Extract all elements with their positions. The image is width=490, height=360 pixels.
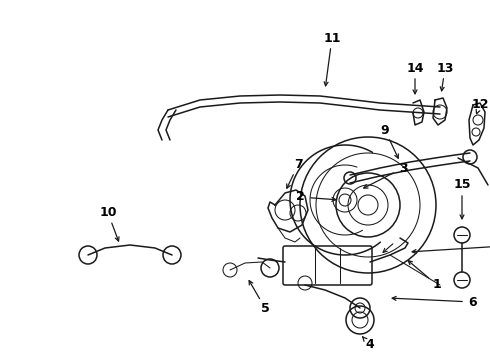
Text: 12: 12 (471, 99, 489, 112)
Text: 14: 14 (406, 62, 424, 75)
Text: 1: 1 (433, 279, 441, 292)
Text: 13: 13 (436, 62, 454, 75)
Text: 7: 7 (294, 158, 302, 171)
Text: 10: 10 (99, 207, 117, 220)
Text: 2: 2 (295, 190, 304, 203)
Text: 15: 15 (453, 179, 471, 192)
Text: 11: 11 (323, 31, 341, 45)
Text: 5: 5 (261, 302, 270, 315)
Text: 3: 3 (399, 162, 407, 175)
Text: 9: 9 (381, 123, 390, 136)
Text: 6: 6 (469, 296, 477, 309)
Text: 4: 4 (366, 338, 374, 351)
